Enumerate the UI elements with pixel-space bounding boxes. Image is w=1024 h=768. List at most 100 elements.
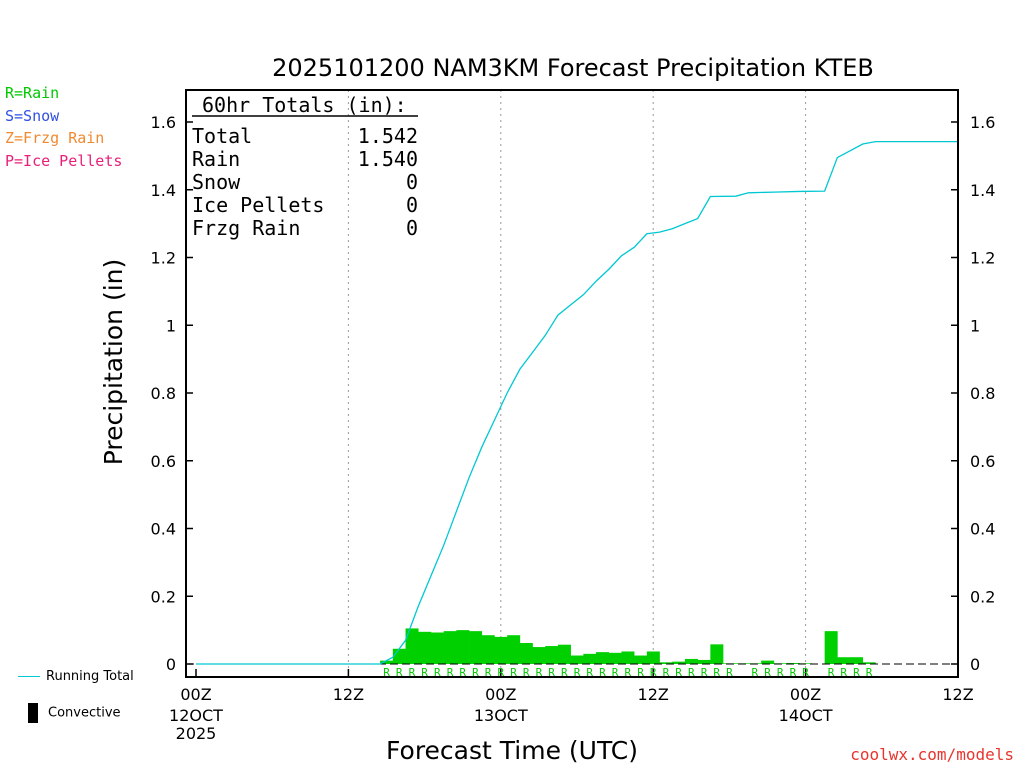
- totals-row-value: 0: [406, 193, 418, 217]
- totals-row-value: 0: [406, 216, 418, 240]
- rain-bar: [659, 662, 673, 664]
- ptype-marker: R: [828, 666, 835, 679]
- y-tick-label-left: 0.4: [151, 520, 176, 539]
- rain-bars: [380, 628, 876, 664]
- y-tick-label-left: 1.2: [151, 249, 176, 268]
- y-tick-label-right: 1: [970, 316, 980, 335]
- rain-bar: [545, 646, 559, 664]
- y-tick-label-right: 0: [970, 655, 980, 674]
- y-tick-label-right: 1.6: [970, 113, 995, 132]
- ptype-marker: R: [459, 666, 466, 679]
- chart-title: 2025101200 NAM3KM Forecast Precipitation…: [272, 54, 874, 82]
- rain-bar: [570, 655, 584, 664]
- ptype-marker: R: [612, 666, 619, 679]
- ptype-marker: R: [866, 666, 873, 679]
- rain-bar: [469, 631, 483, 664]
- x-tick-year: 2025: [176, 724, 217, 743]
- totals-row-label: Snow: [192, 170, 241, 194]
- x-tick-label: 12Z: [638, 685, 669, 704]
- totals-row-value: 1.540: [358, 147, 418, 171]
- plot-frame: [185, 89, 959, 678]
- rain-bar: [481, 635, 495, 664]
- totals-box: 60hr Totals (in): Total 1.542 Rain 1.540 Snow…: [192, 93, 418, 240]
- ptype-marker: R: [447, 666, 454, 679]
- ptype-marker: R: [764, 666, 771, 679]
- totals-row-value: 1.542: [358, 124, 418, 148]
- running-total-swatch: [18, 676, 40, 677]
- rain-bar: [380, 660, 394, 664]
- rain-bar: [761, 660, 775, 664]
- rain-bar: [519, 642, 533, 664]
- y-tick-label-right: 0.4: [970, 520, 995, 539]
- rain-bar: [507, 635, 521, 664]
- ptype-marker: R: [777, 666, 784, 679]
- ptype-marker: R: [599, 666, 606, 679]
- y-tick-label-right: 1.2: [970, 249, 995, 268]
- rain-bar: [494, 636, 508, 664]
- rain-bar: [697, 659, 711, 664]
- convective-swatch: [28, 703, 38, 723]
- gridlines: [347, 90, 807, 677]
- rain-bar: [862, 662, 876, 664]
- ptype-legend: R=Rain S=Snow Z=Frzg Rain P=Ice Pellets: [5, 82, 122, 172]
- rain-bar: [786, 662, 800, 664]
- ptype-marker: R: [675, 666, 682, 679]
- ptype-marker: R: [383, 666, 390, 679]
- x-tick-label: 00Z: [180, 685, 211, 704]
- ptype-marker: R: [574, 666, 581, 679]
- ptype-marker: R: [421, 666, 428, 679]
- totals-row-label: Frzg Rain: [192, 216, 300, 240]
- x-tick-label: 00Z: [485, 685, 516, 704]
- ptype-marker: R: [548, 666, 555, 679]
- y-tick-label-left: 0: [166, 655, 176, 674]
- y-tick-label-left: 1.4: [151, 181, 176, 200]
- convective-label: Convective: [48, 705, 121, 721]
- rain-bar: [405, 628, 419, 664]
- ptype-marker: R: [396, 666, 403, 679]
- totals-row-label: Ice Pellets: [192, 193, 324, 217]
- running-total-line: [196, 140, 958, 665]
- x-axis-label: Forecast Time (UTC): [386, 736, 638, 765]
- x-tick-label: 12Z: [333, 685, 364, 704]
- rain-bar: [608, 652, 622, 664]
- y-tick-label-left: 1.6: [151, 113, 176, 132]
- x-tick-date: 12OCT: [169, 706, 223, 725]
- legend-running-total: Running Total: [18, 669, 134, 684]
- ptype-marker: R: [586, 666, 593, 679]
- legend-snow: S=Snow: [5, 106, 60, 125]
- ptype-marker: R: [434, 666, 441, 679]
- x-tick-label: 12Z: [942, 685, 973, 704]
- y-tick-label-right: 0.2: [970, 587, 995, 606]
- ptype-marker: R: [713, 666, 720, 679]
- y-tick-label-left: 0.6: [151, 452, 176, 471]
- ptype-marker: R: [853, 666, 860, 679]
- rain-bar: [418, 631, 432, 664]
- ptype-marker: R: [663, 666, 670, 679]
- totals-heading: 60hr Totals (in):: [202, 93, 407, 117]
- ptype-marker: R: [510, 666, 517, 679]
- credit-text: coolwx.com/models: [850, 745, 1014, 764]
- rain-bar: [646, 651, 660, 664]
- rain-bar: [532, 647, 546, 664]
- y-tick-label-right: 1.4: [970, 181, 995, 200]
- ptype-marker: R: [523, 666, 530, 679]
- ptype-marker: R: [536, 666, 543, 679]
- rain-bar: [621, 651, 635, 664]
- y-tick-label-left: 1: [166, 316, 176, 335]
- ptype-marker: R: [751, 666, 758, 679]
- x-tick-label: 00Z: [790, 685, 821, 704]
- y-tick-label-left: 0.8: [151, 384, 176, 403]
- rain-bar: [672, 661, 686, 664]
- rain-bar: [634, 655, 648, 664]
- axis-ticks: 0 00.2 0.20.4 0.40.6 0.60.8 0.81 11.2 1.21.4 1.4…: [151, 113, 996, 743]
- rain-bar: [850, 657, 864, 664]
- running-total-layer: [196, 140, 958, 665]
- rain-bar: [392, 648, 406, 664]
- ptype-marker: R: [637, 666, 644, 679]
- ptype-marker: R: [688, 666, 695, 679]
- legend-rain: R=Rain: [5, 84, 60, 102]
- y-tick-label-left: 0.2: [151, 587, 176, 606]
- y-axis-label: Precipitation (in): [99, 259, 128, 466]
